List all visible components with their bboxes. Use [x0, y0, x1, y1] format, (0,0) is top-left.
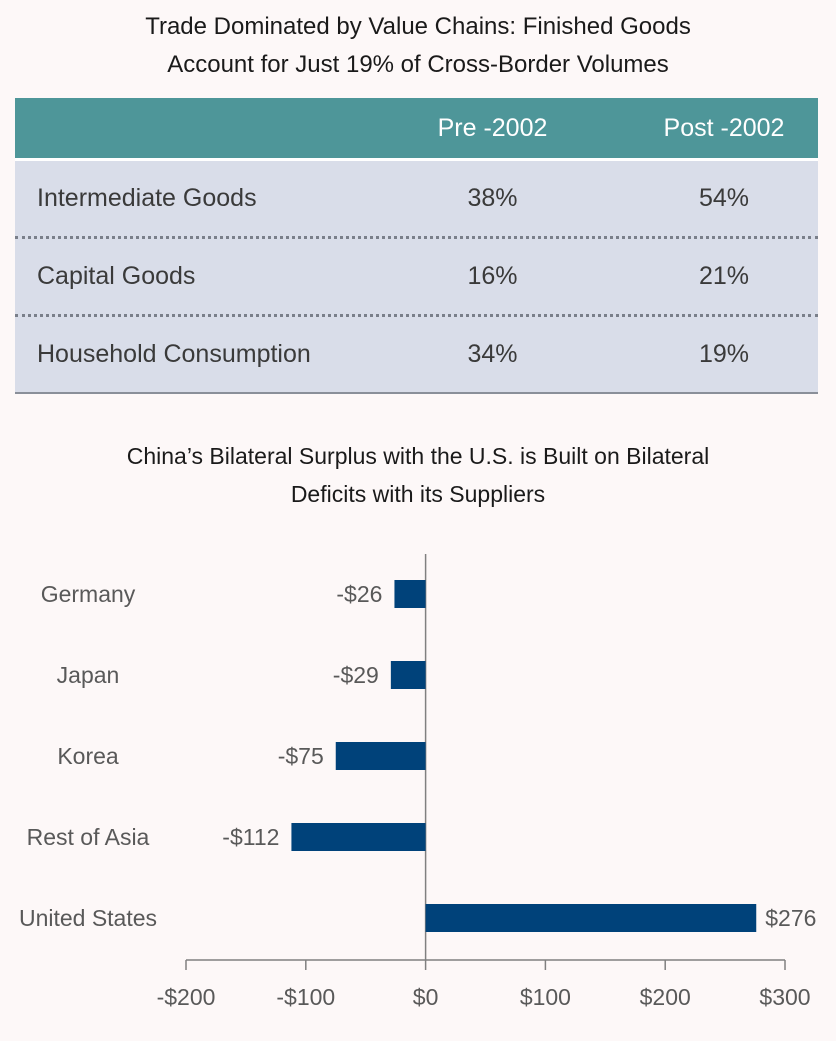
- bar-japan: [390, 661, 426, 689]
- table-title-line1: Trade Dominated by Value Chains: Finishe…: [145, 13, 691, 40]
- value-label: $276: [765, 905, 816, 931]
- x-tick-label: $300: [759, 984, 810, 1010]
- cell-pre-2002: 34%: [467, 340, 518, 368]
- category-label: United States: [19, 905, 157, 931]
- bar-united-states: [425, 904, 757, 932]
- row-label: Capital Goods: [37, 262, 196, 290]
- cell-pre-2002: 16%: [467, 262, 518, 290]
- chart-title: China’s Bilateral Surplus with the U.S. …: [0, 437, 836, 513]
- x-tick-label: $100: [520, 984, 571, 1010]
- row-label: Household Consumption: [37, 340, 311, 368]
- bar-germany: [394, 580, 426, 608]
- value-label: -$75: [278, 743, 324, 769]
- x-tick-label: -$100: [276, 984, 335, 1010]
- x-tick-label: $200: [640, 984, 691, 1010]
- row-label: Intermediate Goods: [37, 184, 257, 212]
- cell-post-2002: 54%: [698, 184, 750, 212]
- header-cell-pre-2002: Pre -2002: [437, 113, 548, 142]
- bar-rest-of-asia: [291, 823, 426, 851]
- x-tick-label: $0: [413, 984, 439, 1010]
- bar-korea: [335, 742, 426, 770]
- header-cell-post-2002: Post -2002: [663, 113, 785, 142]
- trade-table: Pre -2002 Post -2002 Intermediate Goods …: [15, 98, 818, 394]
- value-label: -$29: [333, 662, 379, 688]
- table-row: Intermediate Goods 38% 54%: [15, 161, 818, 236]
- category-label: Rest of Asia: [27, 824, 150, 850]
- category-label: Germany: [41, 581, 136, 607]
- table-header-row: Pre -2002 Post -2002: [15, 98, 818, 161]
- value-label: -$26: [336, 581, 382, 607]
- value-label: -$112: [222, 824, 279, 850]
- cell-pre-2002: 38%: [467, 184, 518, 212]
- table-title: Trade Dominated by Value Chains: Finishe…: [0, 8, 836, 84]
- cell-post-2002: 19%: [698, 340, 750, 368]
- cell-post-2002: 21%: [698, 262, 750, 290]
- table-row: Household Consumption 34% 19%: [15, 314, 818, 392]
- x-tick-label: -$200: [157, 984, 216, 1010]
- chart-title-line2: Deficits with its Suppliers: [290, 481, 546, 507]
- table-title-line2: Account for Just 19% of Cross-Border Vol…: [167, 51, 669, 78]
- chart-title-line1: China’s Bilateral Surplus with the U.S. …: [126, 443, 710, 469]
- table-row: Capital Goods 16% 21%: [15, 236, 818, 314]
- category-label: Japan: [57, 662, 120, 688]
- bilateral-surplus-chart: -$200 -$100 $0 $100 $200 $300 Germany -$26 Japan…: [19, 554, 816, 1010]
- category-label: Korea: [57, 743, 119, 769]
